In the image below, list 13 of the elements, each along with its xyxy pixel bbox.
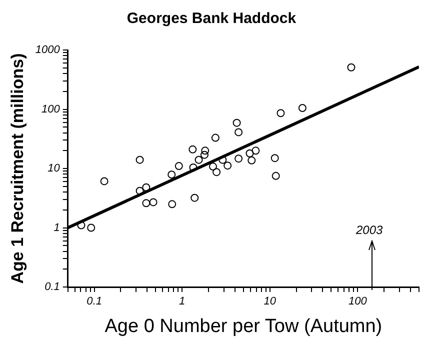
y-tick-label: 1 — [54, 222, 60, 234]
annotation: 2003 — [356, 223, 383, 237]
x-axis-title: Age 0 Number per Tow (Autumn) — [104, 316, 382, 337]
x-tick-label: 100 — [348, 296, 368, 308]
x-tick-label: 0.1 — [86, 296, 102, 308]
y-axis-title: Age 1 Recruitment (millions) — [8, 53, 27, 284]
chart-title: Georges Bank Haddock — [126, 10, 297, 28]
y-tick-label: 0.1 — [44, 281, 60, 294]
y-tick-label: 1000 — [35, 44, 61, 56]
y-tick-label: 10 — [48, 162, 61, 175]
x-tick-label: 1 — [179, 296, 186, 308]
y-tick-label: 100 — [42, 103, 61, 116]
x-tick-label: 10 — [264, 296, 277, 308]
